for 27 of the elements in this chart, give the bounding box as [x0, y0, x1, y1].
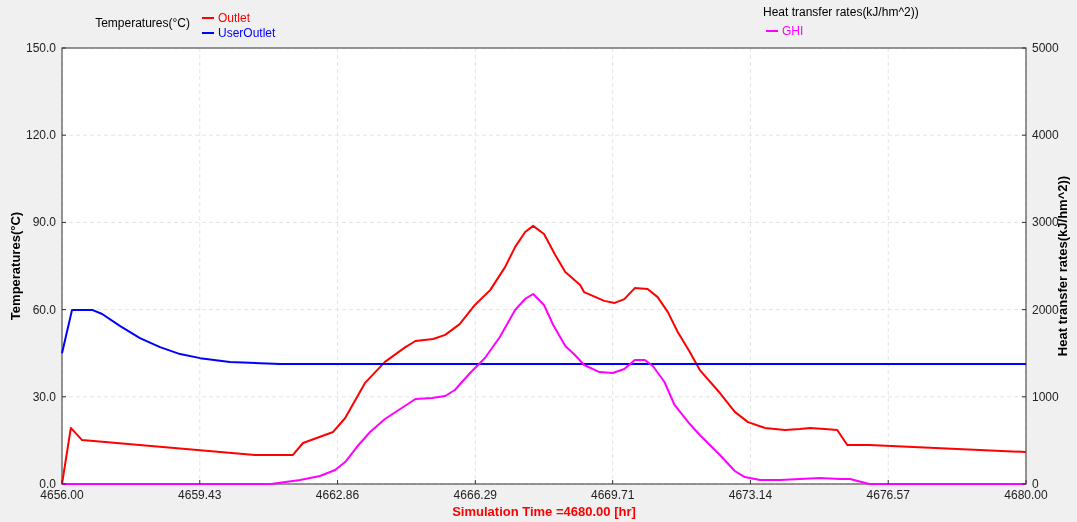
x-tick-label: 4676.57 [866, 488, 911, 502]
y-tick-label: 60.0 [32, 302, 57, 317]
x-tick-label: 4673.14 [728, 488, 773, 502]
x-axis-title: Simulation Time =4680.00 [hr] [452, 504, 636, 519]
x-tick-label: 4659.43 [178, 488, 222, 502]
legend-label: UserOutlet [218, 26, 277, 40]
x-tick-label: 4656.00 [40, 488, 85, 502]
x-tick-label: 4666.29 [453, 488, 498, 502]
y-tick-label: 0.0 [39, 477, 57, 491]
y-axis-title: Temperatures(°C) [8, 211, 23, 321]
y2-tick-label: 1000 [1032, 389, 1060, 404]
y2-tick-label: 5000 [1032, 41, 1060, 55]
line-series [61, 308, 1027, 365]
x-tick-label: 4669.71 [590, 488, 635, 502]
x-tick-label: 4680.00 [1004, 488, 1049, 502]
y-tick-label: 30.0 [32, 389, 57, 404]
legend-label: Outlet [218, 11, 251, 25]
text: Heat transfer rates(kJ/hm^2)) [763, 5, 919, 19]
y2-tick-label: 0 [1032, 477, 1039, 491]
y2-tick-label: 4000 [1032, 128, 1060, 143]
legend-title: Temperatures(°C) [95, 16, 190, 30]
y2-tick-label: 2000 [1032, 302, 1060, 317]
y-tick-label: 150.0 [25, 41, 57, 55]
y-tick-label: 90.0 [32, 215, 57, 230]
y-tick-label: 120.0 [25, 128, 57, 143]
legend-label: GHI [782, 24, 804, 38]
x-tick-label: 4662.86 [315, 488, 360, 502]
